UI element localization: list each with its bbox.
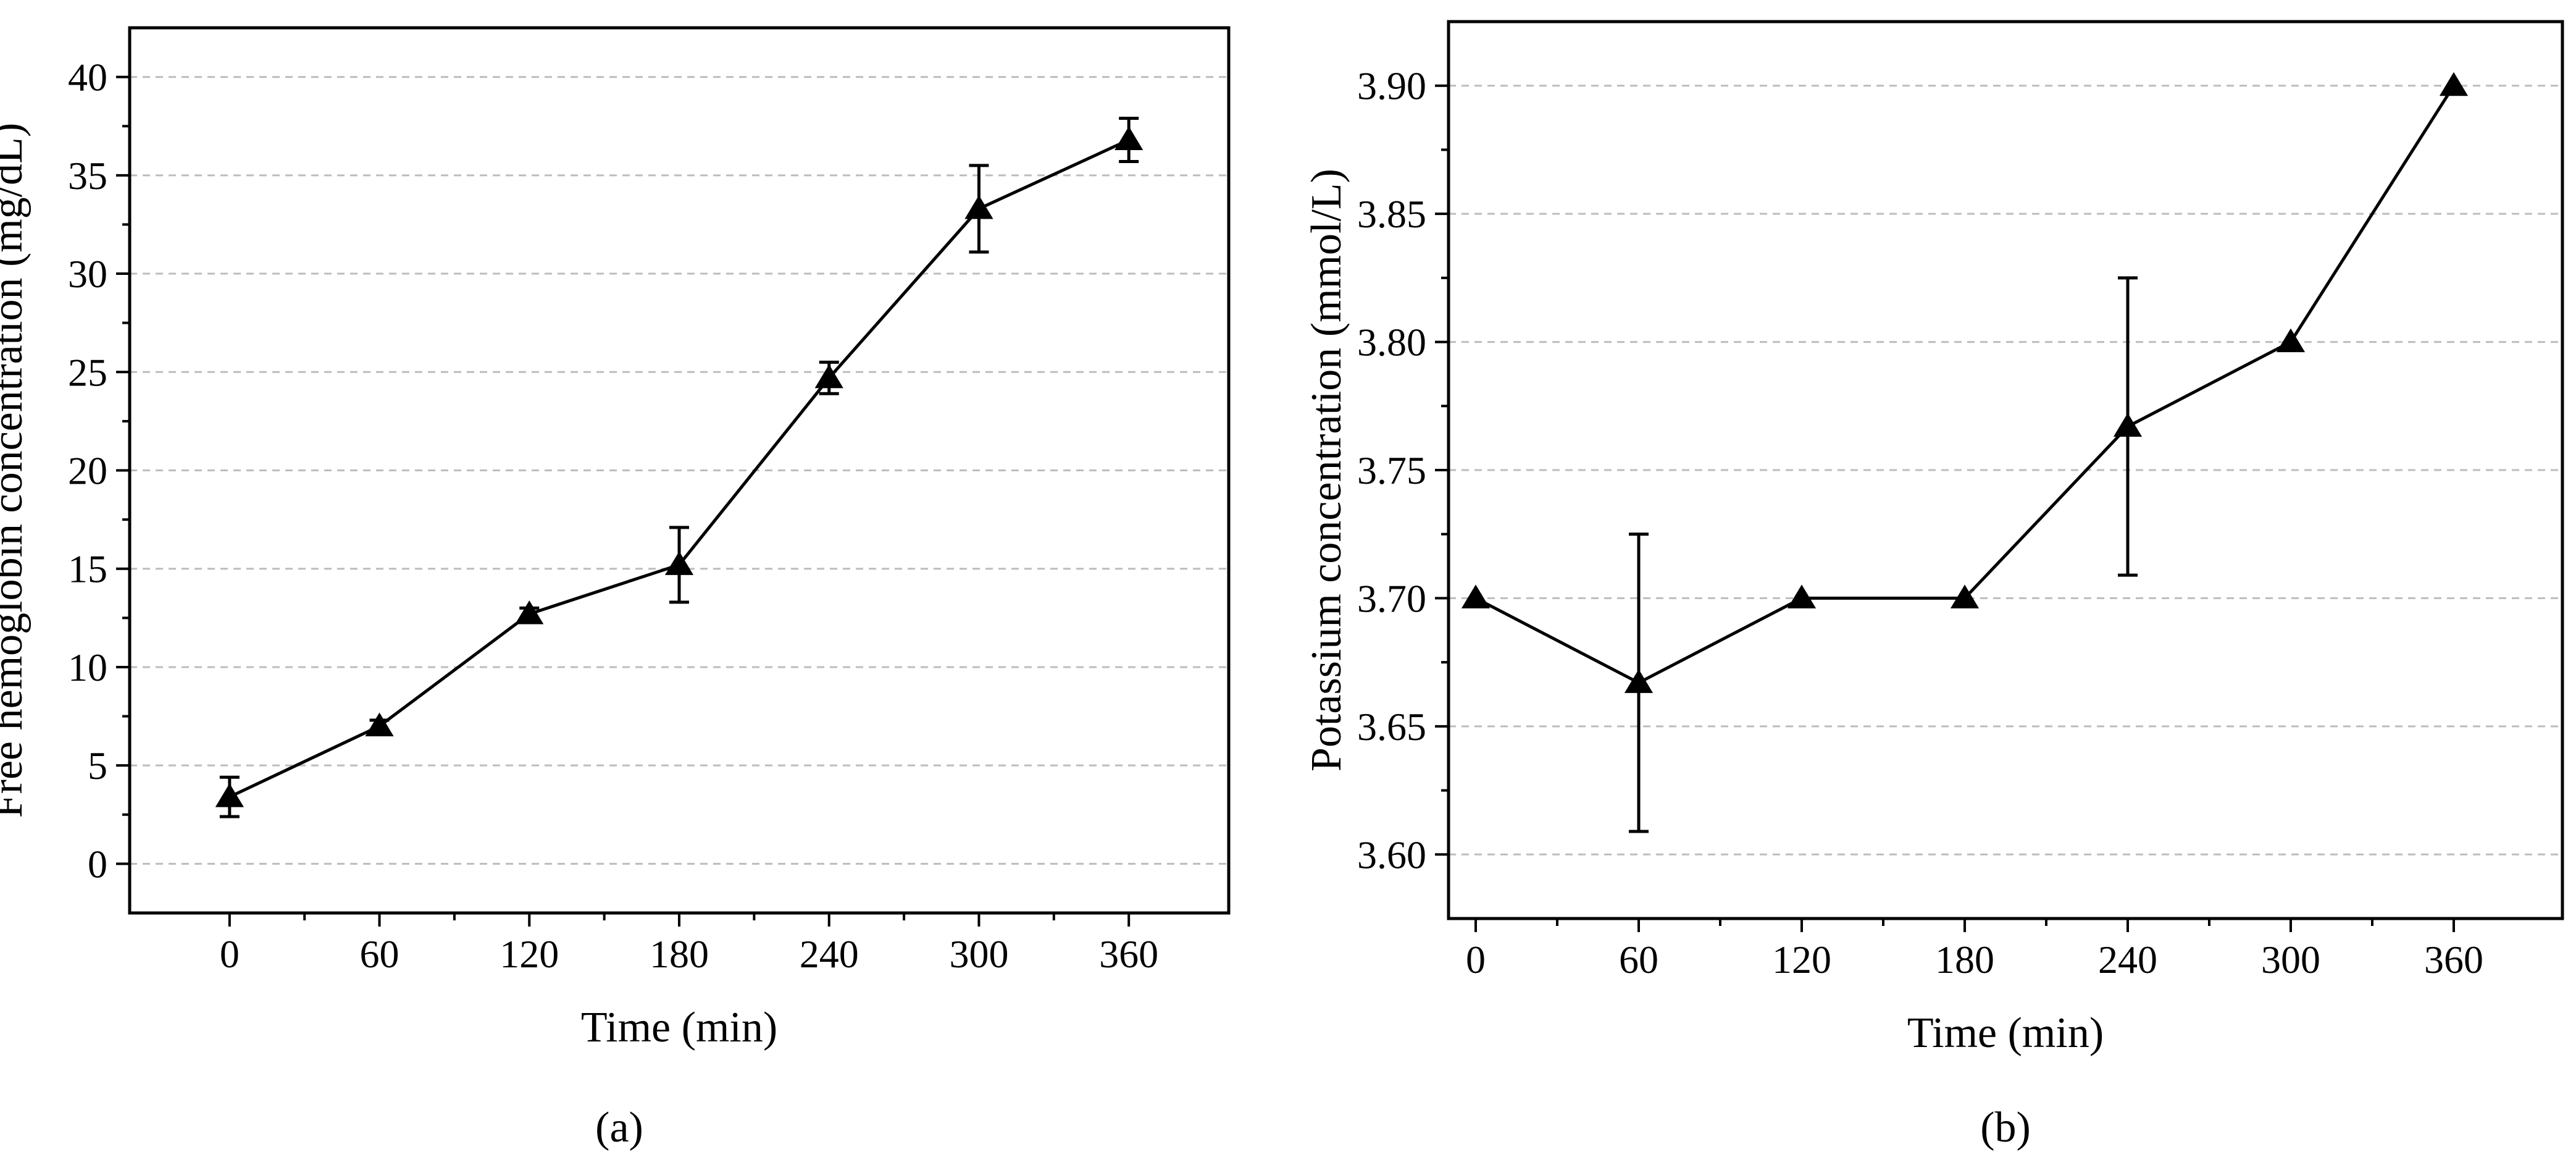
- panel-a-marker-2: [515, 600, 544, 625]
- panel-a-marker-4: [814, 364, 843, 389]
- panel-a-marker-6: [1114, 126, 1144, 151]
- panel-b-caption: (b): [1980, 1104, 2031, 1151]
- panel-b-ytick-label-6: 3.90: [1357, 64, 1426, 108]
- panel-b-marker-2: [1787, 584, 1817, 608]
- panel-b-xtick-label-2: 120: [1772, 938, 1831, 982]
- panel-b-marker-0: [1461, 584, 1491, 608]
- panel-a-xtick-label-6: 360: [1099, 932, 1158, 976]
- panel-a-marker-3: [664, 551, 694, 575]
- panel-a-marker-0: [215, 783, 244, 807]
- panel-b-ytick-label-2: 3.70: [1357, 576, 1426, 620]
- panel-b-xtick-label-4: 240: [2098, 938, 2157, 982]
- panel-a-ytick-label-7: 35: [68, 154, 107, 198]
- panel-b-marker-4: [2113, 413, 2143, 437]
- panel-b-xtick-label-5: 300: [2261, 938, 2320, 982]
- panel-b-marker-5: [2276, 328, 2306, 353]
- panel-b-xtick-label-6: 360: [2424, 938, 2483, 982]
- panel-b-ytick-label-3: 3.75: [1357, 448, 1426, 492]
- panel-a-ytick-label-8: 40: [68, 56, 107, 99]
- panel-b-ytick-label-1: 3.65: [1357, 705, 1426, 749]
- panel-a-marker-5: [964, 195, 993, 219]
- panel-b-ytick-label-0: 3.60: [1357, 833, 1426, 877]
- panel-a-marker-1: [365, 712, 394, 736]
- panel-a-ytick-label-6: 30: [68, 252, 107, 296]
- panel-a-ylabel: Free hemoglobin concentration (mg/dL): [0, 123, 31, 818]
- panel-b-ylabel: Potassium concentration (mmol/L): [1303, 169, 1350, 772]
- panel-a-ytick-label-5: 25: [68, 350, 107, 394]
- panel-b-marker-1: [1624, 669, 1654, 693]
- panel-a-xtick-label-1: 60: [360, 932, 399, 976]
- panel-a-xtick-label-2: 120: [500, 932, 559, 976]
- panel-a: (a) 0 60 120 180 240 300 360 0 5 10 15 20 25 30 35 40 Ti…: [0, 26, 1231, 1151]
- panel-b-ytick-label-4: 3.80: [1357, 321, 1426, 364]
- panel-a-xtick-label-5: 300: [949, 932, 1008, 976]
- panel-a-xtick-label-4: 240: [800, 932, 859, 976]
- panel-a-ytick-label-4: 20: [68, 449, 107, 493]
- panel-a-xtick-label-3: 180: [650, 932, 709, 976]
- panel-a-xlabel: Time (min): [581, 1004, 777, 1051]
- panel-b-marker-6: [2439, 72, 2469, 96]
- panel-b-xlabel: Time (min): [1907, 1009, 2104, 1057]
- panel-a-ytick-label-0: 0: [88, 842, 107, 886]
- panel-b-ytick-label-5: 3.85: [1357, 192, 1426, 236]
- panel-b-xtick-label-3: 180: [1935, 938, 1994, 982]
- panel-a-xtick-label-0: 0: [220, 932, 240, 976]
- panel-b-marker-3: [1950, 584, 1980, 608]
- panel-a-ytick-label-1: 5: [88, 744, 107, 788]
- panel-b-xtick-label-0: 0: [1466, 938, 1486, 982]
- panel-b-xtick-label-1: 60: [1619, 938, 1658, 982]
- panel-b: (b) 0 60 120 180 240 300 360 3.60 3.65 3.70 3.75 3.…: [1303, 20, 2564, 1151]
- panel-a-ytick-label-3: 15: [68, 547, 107, 591]
- panel-a-ytick-label-2: 10: [68, 646, 107, 689]
- panel-a-series-0-line: [228, 138, 1130, 799]
- panel-a-caption: (a): [595, 1104, 643, 1151]
